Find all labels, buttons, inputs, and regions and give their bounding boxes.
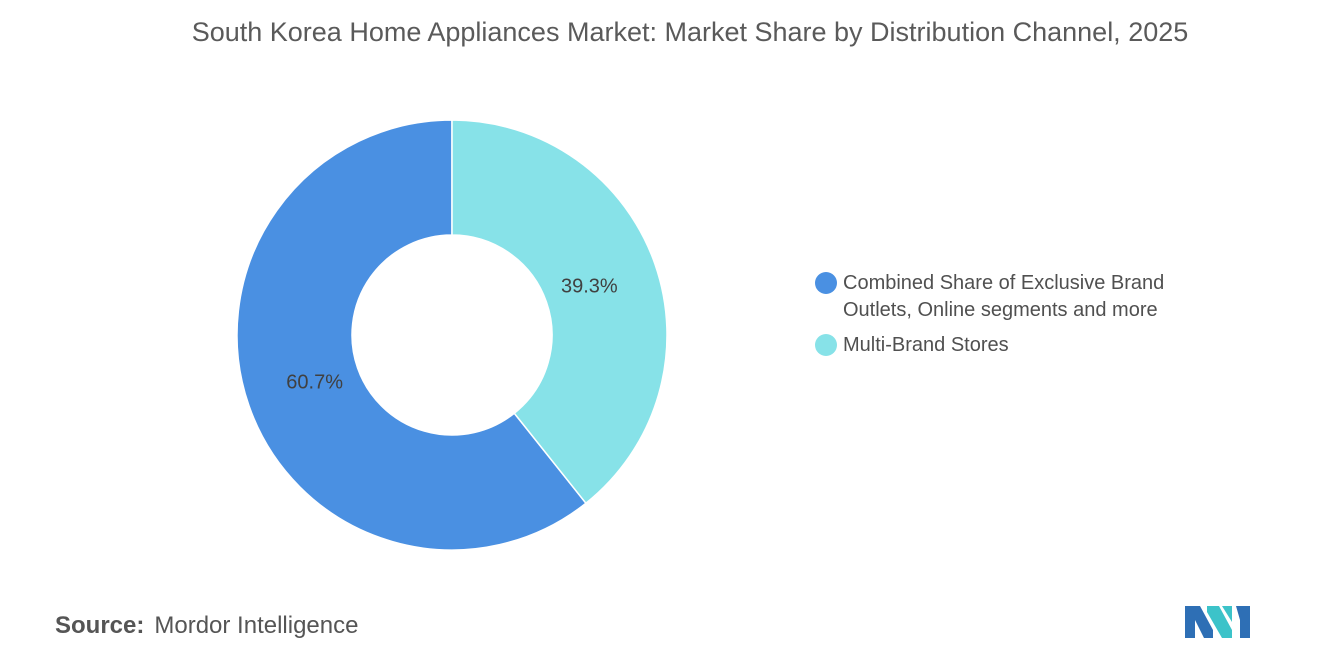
legend-item: Combined Share of Exclusive Brand Outlet… (815, 270, 1215, 324)
chart-title: South Korea Home Appliances Market: Mark… (191, 17, 1189, 47)
data-label: 39.3% (561, 275, 618, 297)
legend: Combined Share of Exclusive Brand Outlet… (815, 270, 1215, 367)
legend-label: Combined Share of Exclusive Brand Outlet… (843, 272, 1165, 321)
source-name: Mordor Intelligence (154, 612, 359, 639)
legend-marker (815, 272, 837, 294)
source-label: Source: (55, 612, 145, 639)
donut-slice (236, 119, 587, 551)
source: Source: Mordor Intelligence (55, 612, 358, 640)
legend-item: Multi-Brand Stores (815, 332, 1215, 359)
donut-slice (451, 119, 668, 505)
data-label: 60.7% (286, 371, 343, 393)
logo (1185, 606, 1250, 638)
legend-label: Multi-Brand Stores (843, 334, 1009, 356)
legend-marker (815, 334, 837, 356)
